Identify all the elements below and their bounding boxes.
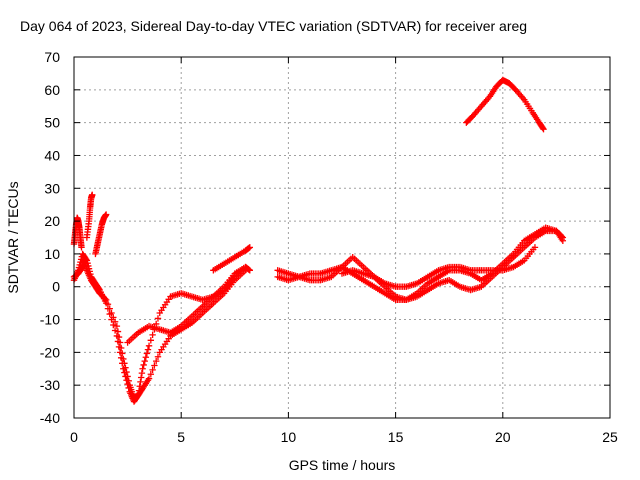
- data-point: [540, 126, 547, 133]
- y-tick-label: 60: [44, 82, 60, 98]
- y-tick-label: 20: [44, 213, 60, 229]
- y-tick-label: -20: [40, 344, 60, 360]
- data-point: [136, 383, 143, 390]
- series-track-c: [124, 263, 254, 346]
- data-point: [114, 328, 122, 335]
- data-point: [117, 354, 125, 362]
- data-point: [110, 321, 117, 329]
- data-point: [125, 384, 132, 392]
- data-point: [246, 267, 254, 274]
- data-point: [152, 357, 160, 365]
- y-axis-label: SDTVAR / TECUs: [5, 181, 21, 293]
- data-point: [149, 366, 156, 374]
- data-point: [95, 285, 103, 293]
- series-early-spike-2: [83, 191, 96, 241]
- data-point: [82, 256, 90, 263]
- data-point: [104, 305, 112, 312]
- data-point: [140, 361, 147, 369]
- data-point: [143, 350, 151, 357]
- chart-title: Day 064 of 2023, Sidereal Day-to-day VTE…: [20, 18, 528, 34]
- axis-ticks: 0 5 10 15 20 25 -40 -30 -20 -10 0 10 20 30 40 50 60 70: [40, 49, 618, 445]
- data-point: [106, 310, 113, 318]
- x-tick-label: 20: [495, 429, 511, 445]
- data-point: [114, 338, 122, 345]
- x-axis-label: GPS time / hours: [289, 457, 396, 473]
- data-point: [108, 316, 115, 323]
- y-tick-label: -30: [40, 377, 60, 393]
- grid: [74, 57, 610, 418]
- x-tick-label: 0: [70, 429, 78, 445]
- data-point: [142, 354, 150, 361]
- data-point: [145, 342, 153, 349]
- data-point: [102, 299, 110, 307]
- data-point: [122, 373, 129, 380]
- data-point: [147, 337, 155, 344]
- data-point: [115, 343, 123, 351]
- data-point: [134, 392, 141, 400]
- y-tick-label: -40: [40, 410, 60, 426]
- y-tick-label: 0: [52, 279, 60, 295]
- data-point: [135, 387, 143, 394]
- data-point: [139, 365, 146, 372]
- data-point: [531, 244, 539, 251]
- series-early-cluster: [92, 211, 110, 258]
- data-points: [70, 76, 567, 405]
- series-late-arc: [463, 76, 547, 133]
- data-point: [113, 332, 121, 340]
- plot-frame: [73, 56, 611, 419]
- series-track-d: [210, 244, 254, 274]
- data-point: [111, 318, 119, 325]
- series-early-spike: [70, 214, 85, 251]
- data-point: [121, 369, 128, 376]
- data-point: [120, 365, 127, 372]
- x-tick-label: 25: [602, 429, 618, 445]
- data-point: [102, 211, 110, 218]
- data-point: [145, 375, 153, 382]
- data-point: [123, 377, 130, 384]
- data-point: [539, 124, 547, 132]
- data-point: [137, 374, 145, 381]
- data-point: [154, 353, 162, 360]
- data-point: [137, 378, 144, 386]
- x-tick-label: 10: [281, 429, 297, 445]
- data-point: [89, 191, 96, 199]
- y-tick-label: 10: [44, 246, 60, 262]
- data-point: [151, 362, 158, 369]
- data-point: [135, 391, 142, 399]
- x-tick-label: 5: [177, 429, 185, 445]
- y-tick-label: -10: [40, 312, 60, 328]
- data-point: [116, 349, 124, 356]
- data-point: [113, 322, 121, 330]
- data-point: [124, 380, 131, 388]
- data-point: [111, 327, 119, 334]
- data-point: [246, 244, 254, 251]
- series-mid-c: [338, 244, 539, 290]
- y-tick-label: 70: [44, 49, 60, 65]
- data-point: [138, 369, 146, 377]
- data-point: [141, 357, 148, 365]
- data-point: [154, 315, 162, 322]
- data-point: [147, 371, 155, 378]
- data-point: [144, 346, 152, 353]
- data-point: [149, 331, 156, 339]
- y-tick-label: 30: [44, 180, 60, 196]
- x-tick-label: 15: [388, 429, 404, 445]
- data-point: [119, 360, 126, 367]
- data-point: [78, 244, 85, 251]
- data-point: [559, 237, 567, 244]
- y-tick-label: 40: [44, 147, 60, 163]
- y-tick-label: 50: [44, 115, 60, 131]
